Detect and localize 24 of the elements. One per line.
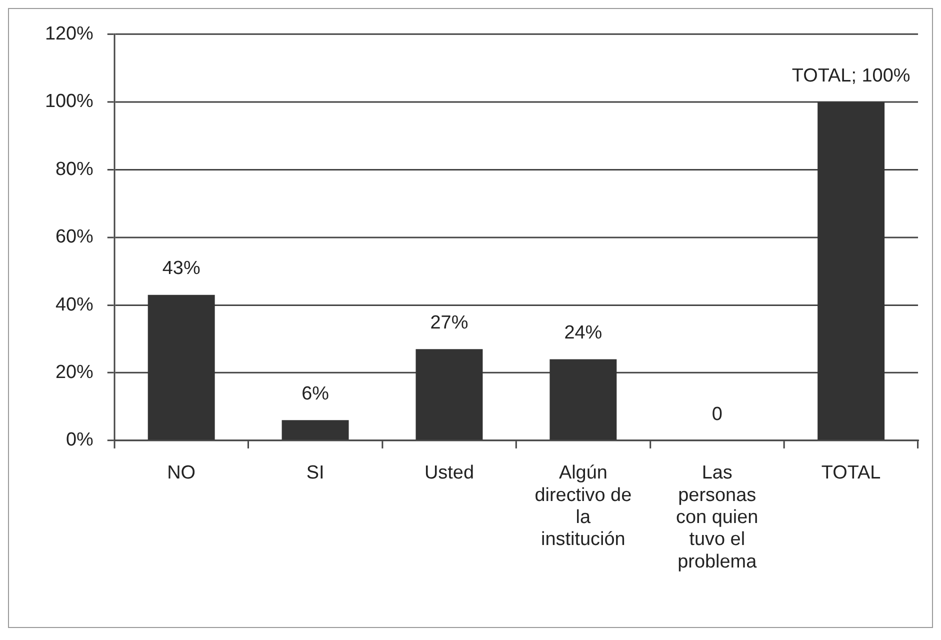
bar: [818, 102, 885, 440]
x-tick-label: SI: [306, 462, 324, 484]
y-tick-label: 0%: [66, 430, 94, 451]
x-tick-label: Las personas con quien tuvo el problema: [676, 462, 758, 572]
bar: [282, 420, 349, 440]
x-tick-label: Usted: [424, 462, 474, 484]
y-tick-label: 20%: [55, 362, 94, 383]
bar: [550, 359, 617, 440]
y-tick-label: 60%: [55, 226, 94, 248]
y-tick-label: 100%: [44, 91, 94, 112]
y-tick-label: 120%: [44, 24, 94, 45]
bar: [148, 294, 215, 440]
bar: [416, 349, 483, 440]
data-label: 6%: [302, 383, 330, 404]
x-tick-label: NO: [167, 462, 196, 484]
data-label: 43%: [162, 258, 200, 280]
data-label: 24%: [564, 322, 602, 344]
data-label: 0: [712, 404, 722, 425]
data-label: 27%: [430, 312, 468, 334]
y-tick-label: 40%: [55, 294, 94, 316]
x-tick-label: TOTAL: [821, 462, 881, 484]
y-tick-label: 80%: [55, 158, 94, 180]
x-tick-label: Algún directivo de la institución: [534, 462, 632, 550]
data-label: TOTAL; 100%: [792, 65, 910, 86]
